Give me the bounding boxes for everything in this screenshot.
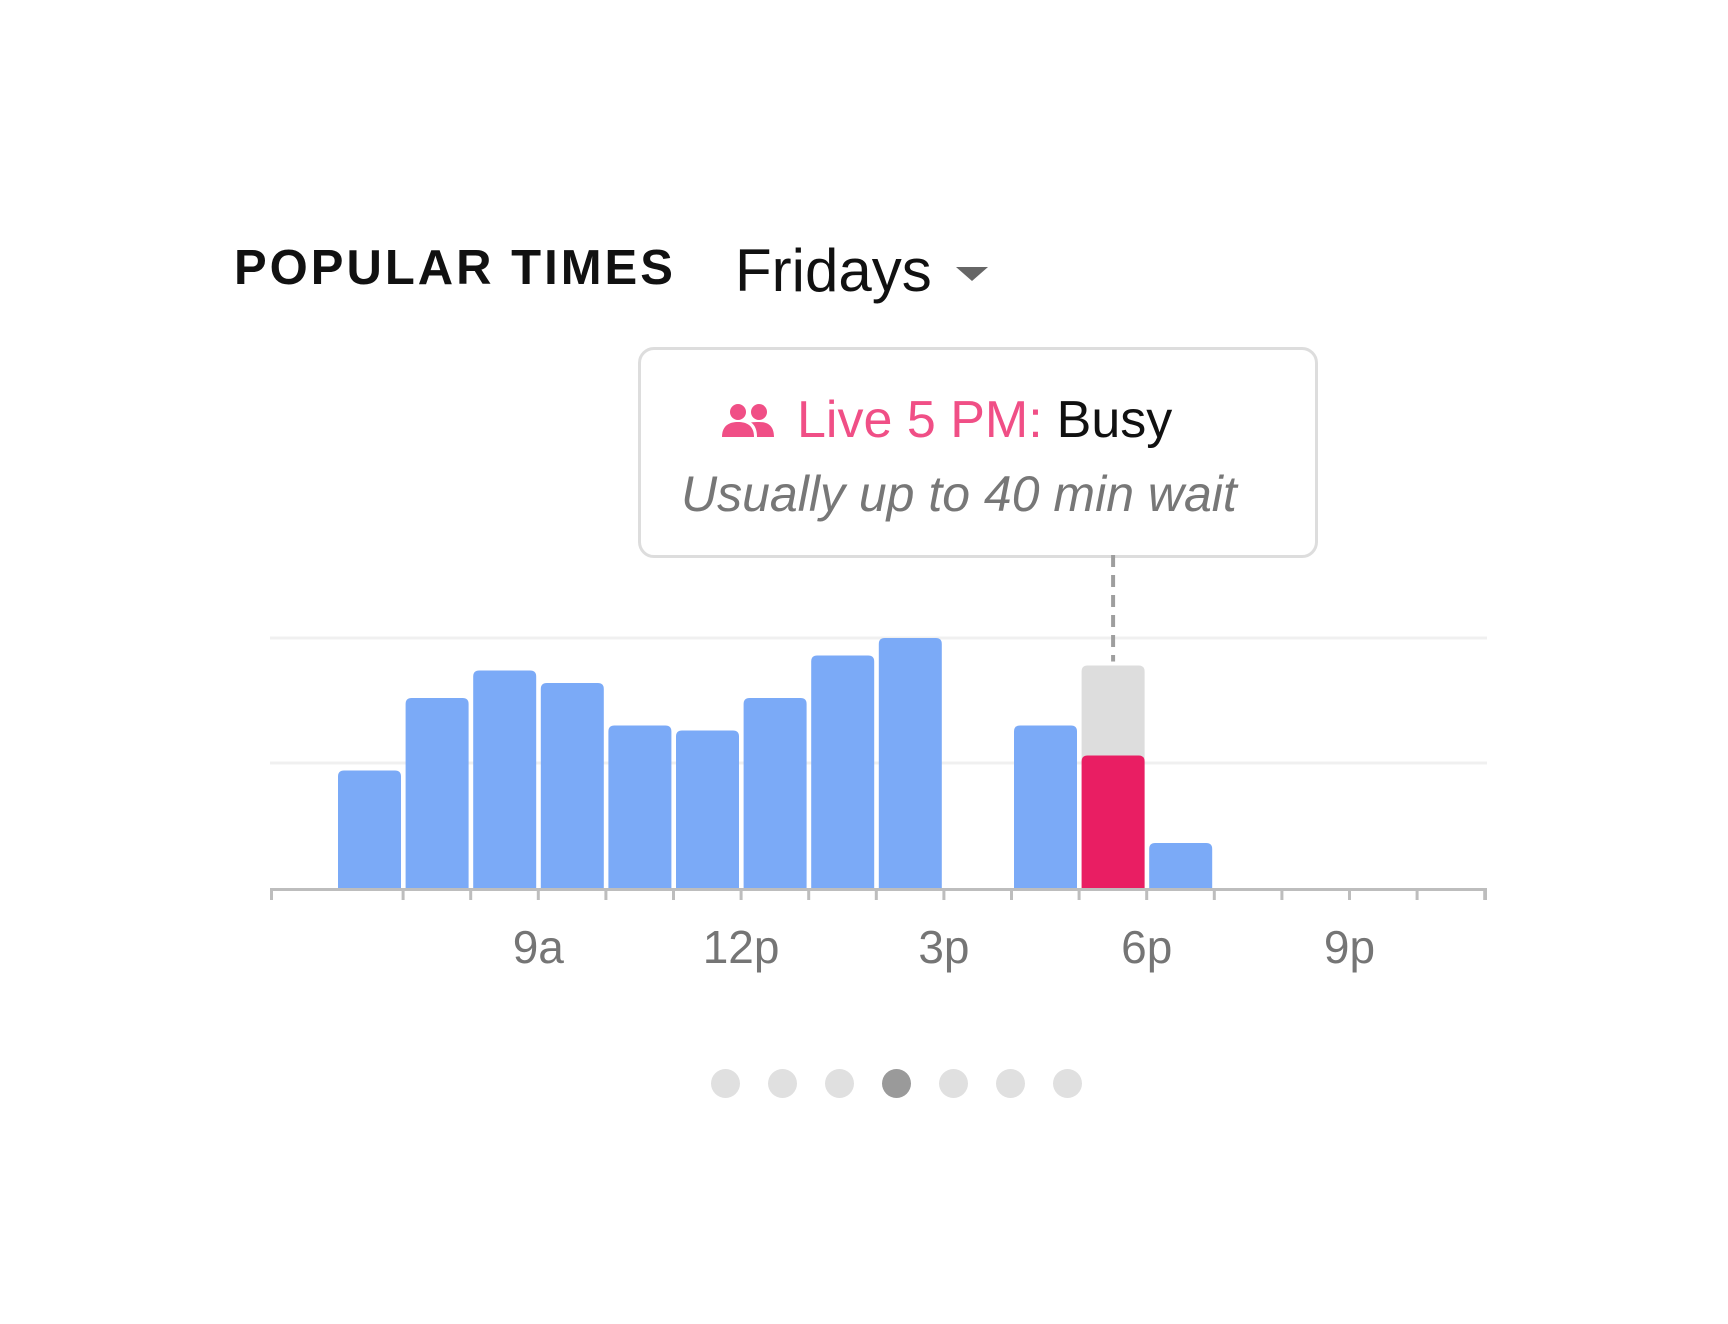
- bar: [811, 655, 875, 888]
- live-busyness-tooltip: Live 5 PM: Busy Usually up to 40 min wai…: [638, 347, 1318, 558]
- bar: [1014, 725, 1077, 888]
- bar: [338, 770, 401, 888]
- pager-dot[interactable]: [711, 1069, 740, 1098]
- pager-dot[interactable]: [996, 1069, 1025, 1098]
- day-select[interactable]: Fridays: [735, 236, 988, 306]
- x-axis-label: 3p: [918, 921, 969, 973]
- pager-dot[interactable]: [768, 1069, 797, 1098]
- bar: [608, 725, 672, 888]
- popular-times-title: POPULAR TIMES: [234, 241, 676, 295]
- caret-down-icon: [955, 267, 988, 281]
- bar: [878, 638, 942, 888]
- bar: [405, 698, 469, 888]
- wait-time-text: Usually up to 40 min wait: [681, 466, 1237, 522]
- live-status-value: Busy: [1056, 391, 1173, 449]
- bar: [540, 683, 604, 888]
- pager-dot[interactable]: [1053, 1069, 1082, 1098]
- pager-dot[interactable]: [939, 1069, 968, 1098]
- pager-dot-active[interactable]: [882, 1069, 911, 1098]
- live-bar: [1081, 755, 1145, 888]
- popular-times-chart: 9a 12p 3p 6p 9p: [270, 555, 1487, 973]
- x-axis-label: 9a: [513, 921, 565, 973]
- x-axis-label: 9p: [1324, 921, 1375, 973]
- bar: [1149, 843, 1213, 888]
- pager-dot[interactable]: [825, 1069, 854, 1098]
- live-status-row: Live 5 PM: Busy: [721, 390, 1172, 450]
- x-axis-label: 12p: [703, 921, 780, 973]
- day-select-value: Fridays: [735, 237, 932, 304]
- bar: [473, 670, 537, 888]
- bar: [676, 730, 739, 888]
- bar: [743, 698, 807, 888]
- x-axis-label: 6p: [1121, 921, 1172, 973]
- people-icon: [722, 404, 774, 437]
- live-time-label: Live 5 PM:: [797, 391, 1043, 449]
